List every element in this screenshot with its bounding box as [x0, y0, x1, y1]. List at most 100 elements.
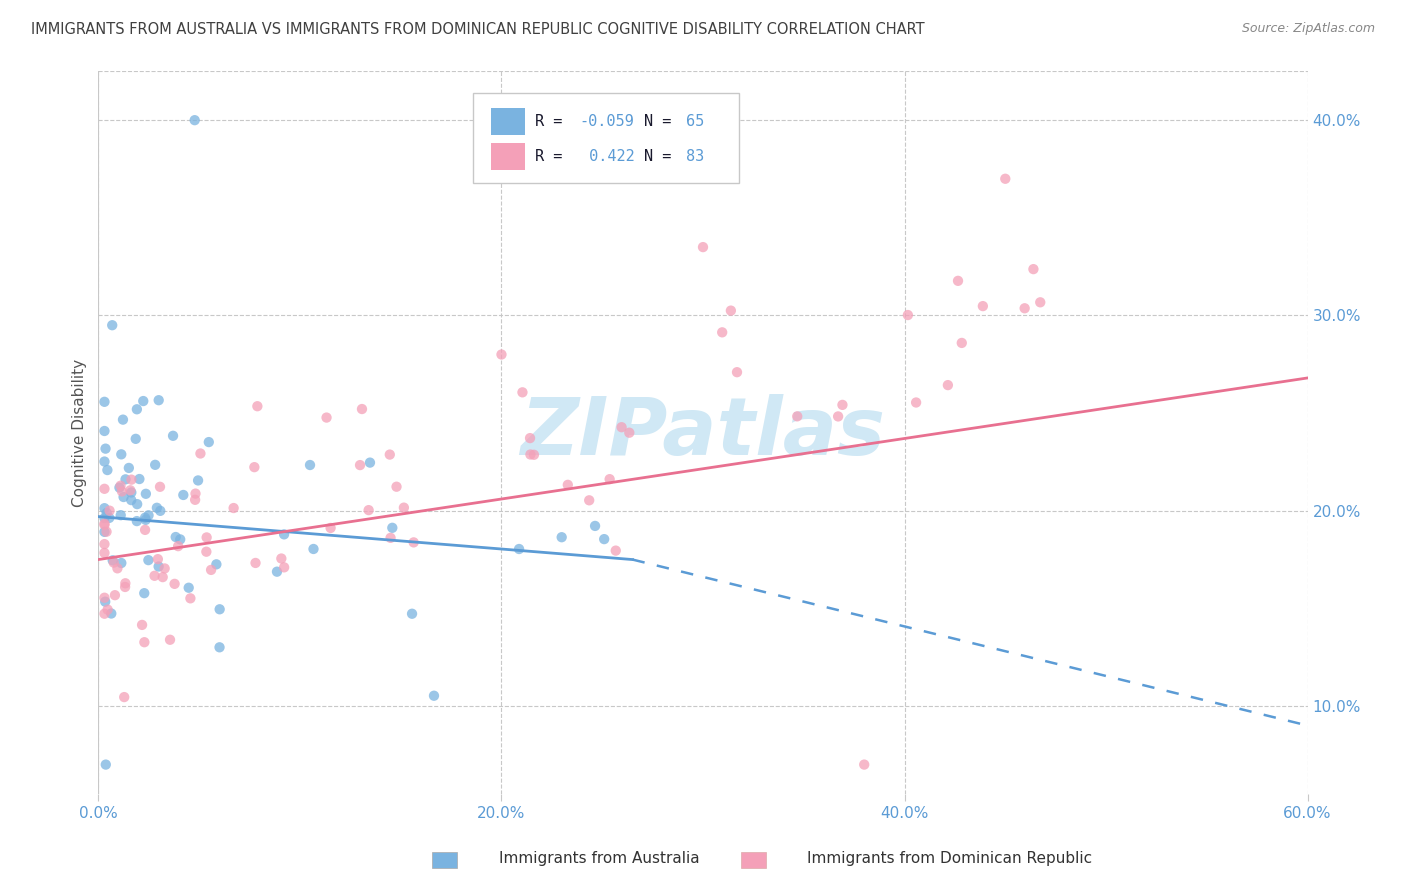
Point	[146, 552, 169, 566]
Point	[138, 508, 160, 523]
Point	[187, 474, 209, 488]
Point	[148, 393, 170, 408]
Text: ZIPatlas: ZIPatlas	[520, 393, 886, 472]
Text: IMMIGRANTS FROM AUSTRALIA VS IMMIGRANTS FROM DOMINICAN REPUBLIC COGNITIVE DISABI: IMMIGRANTS FROM AUSTRALIA VS IMMIGRANTS …	[31, 22, 925, 37]
Point	[200, 563, 222, 577]
Text: N =: N =	[644, 114, 681, 129]
Point	[243, 460, 266, 475]
Point	[319, 521, 342, 535]
Point	[169, 533, 191, 547]
Point	[519, 431, 541, 445]
Point	[184, 486, 207, 500]
Point	[827, 409, 849, 424]
Point	[110, 447, 132, 461]
Point	[246, 399, 269, 413]
Bar	[492, 143, 526, 170]
Point	[198, 435, 221, 450]
Point	[134, 586, 156, 600]
Point	[114, 580, 136, 594]
Point	[132, 394, 155, 409]
Point	[402, 535, 425, 549]
Point	[101, 553, 124, 567]
Point	[100, 607, 122, 621]
Point	[125, 402, 148, 417]
Text: N =: N =	[644, 149, 681, 164]
Point	[905, 395, 928, 409]
Point	[143, 458, 166, 472]
Text: Source: ZipAtlas.com: Source: ZipAtlas.com	[1241, 22, 1375, 36]
Point	[163, 577, 186, 591]
Point	[593, 532, 616, 546]
Point	[245, 556, 267, 570]
Point	[1014, 301, 1036, 316]
Point	[134, 635, 156, 649]
Point	[523, 448, 546, 462]
Point	[270, 551, 292, 566]
Point	[1022, 262, 1045, 277]
Point	[378, 448, 401, 462]
Point	[167, 539, 190, 553]
Point	[380, 531, 402, 545]
Point	[491, 347, 513, 361]
Point	[578, 493, 600, 508]
Point	[619, 425, 641, 440]
Text: R =: R =	[534, 114, 571, 129]
Point	[120, 485, 142, 500]
Point	[93, 482, 115, 496]
Point	[165, 530, 187, 544]
Point	[112, 690, 135, 704]
Point	[725, 365, 748, 379]
Point	[110, 479, 132, 493]
Point	[135, 487, 157, 501]
Point	[183, 113, 205, 128]
Point	[897, 308, 920, 322]
Point	[720, 303, 742, 318]
Point	[205, 558, 228, 572]
Point	[125, 514, 148, 528]
Text: Immigrants from Australia: Immigrants from Australia	[499, 851, 700, 865]
Point	[423, 689, 446, 703]
Point	[519, 448, 541, 462]
Point	[93, 546, 115, 560]
Point	[110, 508, 132, 523]
Point	[128, 472, 150, 486]
Point	[273, 560, 295, 574]
Point	[349, 458, 371, 472]
Point	[222, 501, 245, 516]
Point	[97, 602, 120, 616]
Point	[298, 458, 321, 472]
Point	[184, 492, 207, 507]
Point	[149, 504, 172, 518]
Text: 65: 65	[686, 114, 704, 129]
Point	[110, 556, 132, 570]
Point	[111, 412, 134, 426]
Point	[143, 569, 166, 583]
Point	[853, 757, 876, 772]
Point	[148, 559, 170, 574]
Point	[177, 581, 200, 595]
Point	[195, 545, 218, 559]
Y-axis label: Cognitive Disability: Cognitive Disability	[72, 359, 87, 507]
Point	[93, 591, 115, 605]
Point	[152, 570, 174, 584]
Point	[94, 595, 117, 609]
Point	[135, 513, 157, 527]
Point	[108, 481, 131, 495]
Point	[583, 519, 606, 533]
Point	[599, 472, 621, 486]
Point	[96, 506, 118, 520]
Point	[93, 511, 115, 525]
Text: Immigrants from Dominican Republic: Immigrants from Dominican Republic	[807, 851, 1092, 865]
Point	[1029, 295, 1052, 310]
Point	[125, 432, 148, 446]
Point	[149, 480, 172, 494]
Point	[112, 490, 135, 504]
Point	[159, 632, 181, 647]
Point	[350, 402, 373, 417]
Point	[114, 576, 136, 591]
Point	[936, 378, 959, 392]
Point	[392, 500, 415, 515]
Point	[786, 409, 808, 424]
Point	[127, 497, 149, 511]
Point	[359, 456, 381, 470]
